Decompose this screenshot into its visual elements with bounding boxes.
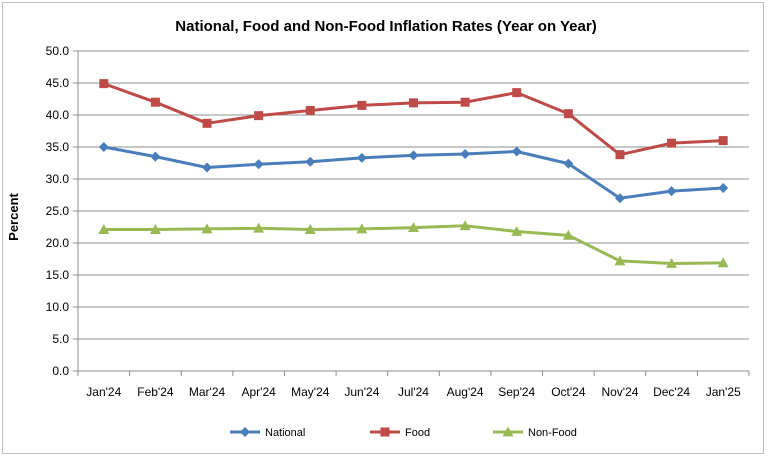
data-point: [253, 159, 264, 170]
x-tick-label: Feb'24: [137, 385, 174, 399]
data-point: [511, 146, 522, 157]
data-point: [666, 257, 678, 268]
data-point: [615, 150, 625, 160]
data-point: [98, 224, 110, 234]
data-point: [512, 88, 522, 98]
data-point: [356, 152, 367, 163]
y-tick-label: 35.0: [46, 140, 70, 154]
data-point: [99, 79, 109, 89]
legend-label: Non-Food: [528, 427, 577, 439]
x-tick-label: Oct'24: [551, 385, 586, 399]
y-tick-label: 25.0: [46, 204, 70, 218]
data-point: [460, 97, 470, 107]
data-point: [666, 186, 677, 197]
series-non-food: [98, 220, 729, 268]
data-point: [149, 224, 161, 234]
data-point: [201, 223, 213, 234]
data-point: [408, 150, 419, 161]
y-tick-label: 45.0: [46, 76, 70, 90]
y-tick-labels: 0.0 5.0 10.0 15.0 20.0 25.0 30.0 35.0 40.0 45.0 50…: [46, 44, 70, 378]
series-national: [98, 142, 729, 204]
data-point: [305, 106, 315, 116]
legend: National Food Non-Food: [230, 426, 577, 439]
legend-marker: [240, 427, 250, 437]
y-tick-label: 15.0: [46, 268, 70, 282]
data-point: [408, 222, 419, 233]
x-tick-label: Apr'24: [241, 385, 276, 399]
x-tick-label: Sep'24: [498, 385, 535, 399]
data-point: [98, 142, 109, 152]
legend-marker: [502, 426, 514, 437]
legend-label: Food: [405, 427, 430, 439]
y-tick-label: 30.0: [46, 172, 70, 186]
x-tick-label: Jun'24: [344, 385, 379, 399]
data-point: [254, 111, 264, 121]
x-tick-label: May'24: [291, 385, 330, 399]
data-point: [202, 162, 213, 173]
axes: [73, 50, 750, 376]
data-point: [460, 149, 471, 160]
x-tick-labels: Jan'24 Feb'24 Mar'24 Apr'24 May'24 Jun'24 Jul'…: [86, 385, 741, 399]
data-point: [511, 225, 523, 236]
chart-title: National, Food and Non-Food Inflation Ra…: [175, 18, 596, 35]
y-tick-label: 5.0: [52, 332, 69, 346]
data-point: [150, 151, 161, 162]
x-tick-label: Aug'24: [447, 385, 484, 399]
data-point: [562, 229, 574, 240]
data-point: [305, 156, 316, 167]
y-tick-label: 20.0: [46, 236, 70, 250]
y-tick-label: 50.0: [46, 44, 70, 58]
legend-item: Food: [370, 427, 430, 439]
y-tick-label: 10.0: [46, 300, 70, 314]
x-tick-label: Jul'24: [398, 385, 429, 399]
x-tick-label: Dec'24: [653, 385, 690, 399]
gridlines: [78, 50, 749, 340]
data-point: [150, 97, 160, 107]
x-tick-label: Mar'24: [189, 385, 226, 399]
legend-marker: [380, 427, 390, 437]
data-point: [253, 222, 265, 233]
series-food: [99, 79, 728, 160]
data-point: [357, 100, 367, 110]
x-tick-label: Jan'24: [86, 385, 121, 399]
legend-label: National: [265, 427, 305, 439]
x-tick-label: Jan'25: [706, 385, 741, 399]
data-point: [718, 136, 728, 146]
data-point: [614, 255, 626, 266]
data-point: [356, 223, 368, 234]
data-point: [459, 220, 471, 231]
data-point: [563, 158, 574, 169]
data-point: [667, 138, 677, 148]
y-axis-label: Percent: [6, 192, 21, 240]
y-tick-label: 40.0: [46, 108, 70, 122]
legend-item: National: [230, 427, 305, 439]
data-point: [718, 182, 729, 193]
series-line: [103, 82, 724, 157]
data-point: [614, 193, 625, 204]
data-point: [717, 257, 729, 268]
series: [98, 79, 729, 268]
x-tick-label: Nov'24: [601, 385, 638, 399]
legend-item: Non-Food: [493, 426, 577, 439]
data-point: [202, 118, 212, 128]
data-point: [563, 109, 573, 119]
data-point: [409, 98, 418, 108]
y-tick-label: 0.0: [52, 364, 69, 378]
data-point: [304, 224, 316, 234]
